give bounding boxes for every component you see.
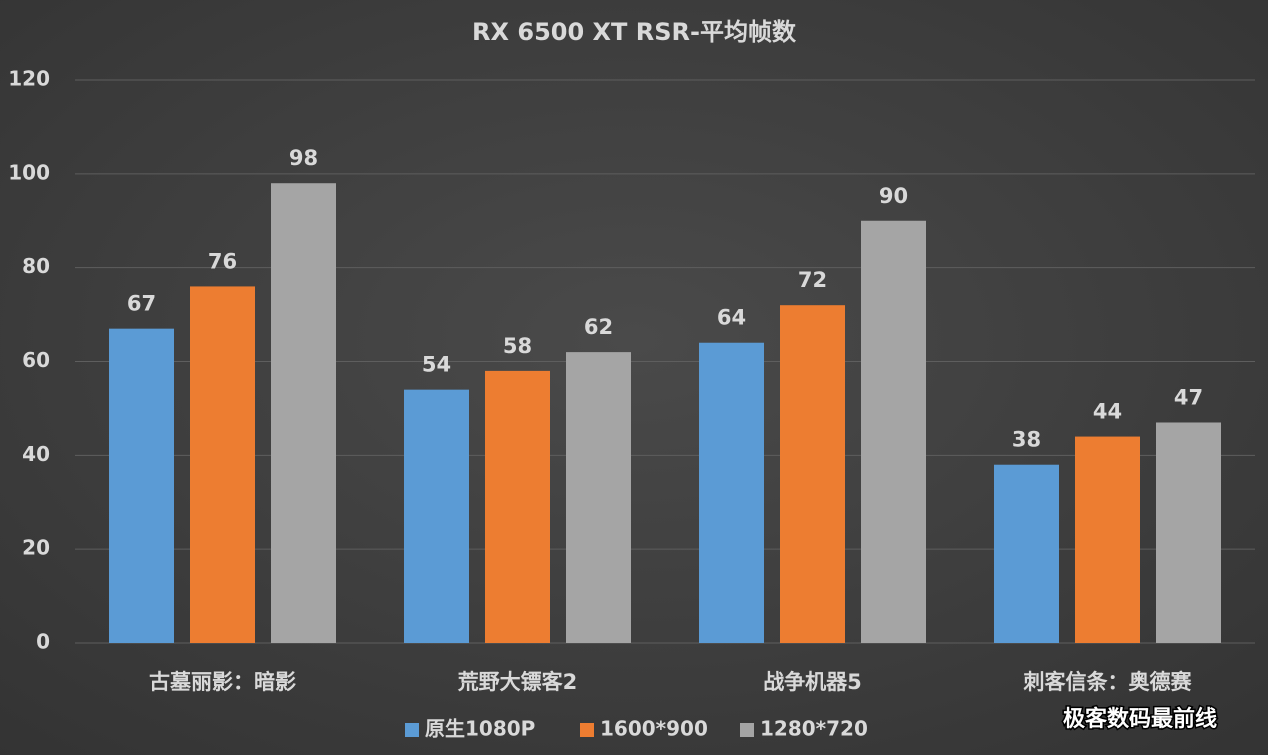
y-tick-label: 60 xyxy=(22,348,50,372)
y-tick-label: 100 xyxy=(8,160,50,184)
bar xyxy=(190,286,255,643)
value-label: 44 xyxy=(1093,400,1122,424)
bar xyxy=(109,328,174,643)
y-tick-label: 80 xyxy=(22,254,50,278)
y-tick-label: 0 xyxy=(36,630,50,654)
value-label: 62 xyxy=(584,315,613,339)
value-label: 98 xyxy=(289,146,318,170)
value-label: 54 xyxy=(422,353,451,377)
value-label: 64 xyxy=(717,306,746,330)
y-tick-label: 120 xyxy=(8,67,50,91)
bar xyxy=(566,352,631,643)
value-label: 72 xyxy=(798,268,827,292)
y-tick-label: 20 xyxy=(22,536,50,560)
value-label: 76 xyxy=(208,249,237,273)
bar xyxy=(780,305,845,643)
x-tick-label: 荒野大镖客2 xyxy=(458,670,578,694)
legend-swatch xyxy=(405,723,419,737)
x-tick-label: 古墓丽影：暗影 xyxy=(149,670,296,694)
bar xyxy=(271,183,336,643)
bar xyxy=(1156,422,1221,643)
y-tick-label: 40 xyxy=(22,442,50,466)
legend-label: 1280*720 xyxy=(760,717,868,741)
legend-label: 原生1080P xyxy=(425,717,535,741)
value-label: 67 xyxy=(127,292,156,316)
bar xyxy=(699,342,764,643)
value-label: 47 xyxy=(1174,385,1203,409)
x-tick-label: 刺客信条：奥德赛 xyxy=(1024,670,1193,694)
value-label: 90 xyxy=(879,184,908,208)
bar xyxy=(1075,436,1140,643)
x-tick-label: 战争机器5 xyxy=(763,670,862,694)
chart-title: RX 6500 XT RSR-平均帧数 xyxy=(472,18,797,46)
bar xyxy=(485,370,550,643)
legend-label: 1600*900 xyxy=(600,717,708,741)
legend-swatch xyxy=(740,723,754,737)
bar xyxy=(861,220,926,643)
bar xyxy=(994,464,1059,643)
value-label: 38 xyxy=(1012,428,1041,452)
value-label: 58 xyxy=(503,334,532,358)
bar xyxy=(404,389,469,643)
watermark: 极客数码最前线 xyxy=(1063,706,1217,732)
legend-swatch xyxy=(580,723,594,737)
